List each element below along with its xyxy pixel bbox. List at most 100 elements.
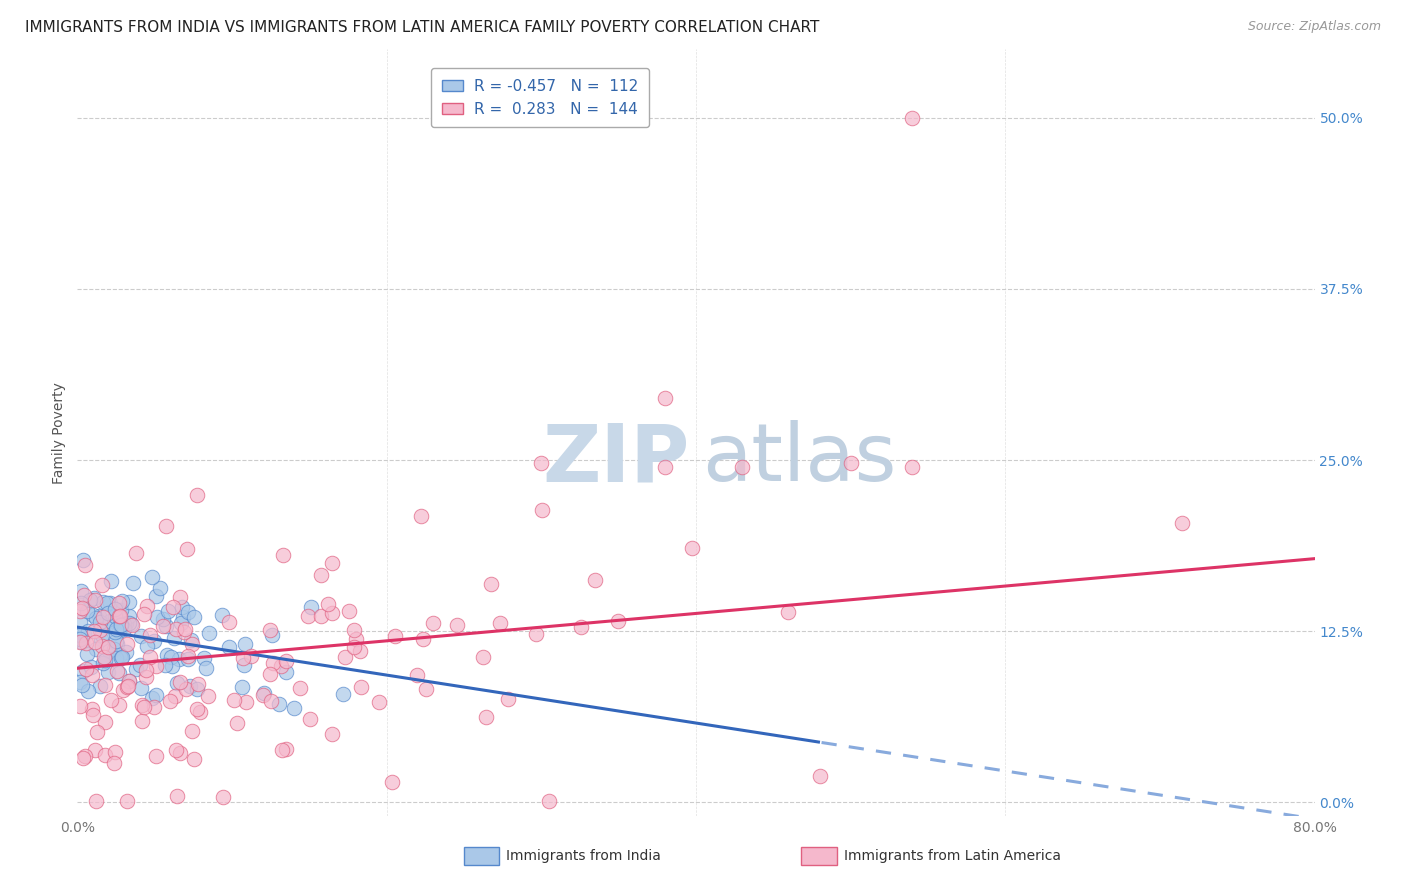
Point [479, 577, 502, 591]
Point [337, 604, 360, 618]
Point [194, 661, 217, 675]
Point [139, 628, 162, 642]
Point [121, 576, 143, 591]
Point [111, 593, 134, 607]
Point [104, 602, 127, 616]
Point [110, 603, 132, 617]
Point [731, 459, 754, 474]
Point [89, 615, 111, 630]
Point [406, 668, 429, 682]
Point [538, 794, 561, 808]
Point [174, 681, 197, 696]
Point [118, 595, 141, 609]
Point [91, 628, 114, 642]
Point [142, 699, 165, 714]
Point [125, 546, 148, 560]
Point [259, 667, 281, 681]
Point [87, 608, 110, 623]
Point [120, 617, 142, 632]
Point [233, 657, 256, 672]
Point [262, 657, 284, 671]
Point [93, 618, 115, 632]
Point [84, 610, 107, 624]
Point [121, 617, 143, 632]
Point [321, 556, 343, 570]
Point [72, 665, 94, 679]
Point [76, 604, 98, 618]
Point [149, 582, 172, 596]
Point [681, 541, 703, 556]
Point [654, 459, 676, 474]
Point [93, 650, 115, 665]
Point [367, 695, 389, 709]
Point [132, 700, 155, 714]
Point [475, 710, 498, 724]
Point [84, 642, 107, 657]
Point [159, 694, 181, 708]
Point [343, 640, 366, 655]
Point [145, 590, 167, 604]
Point [350, 681, 373, 695]
Point [93, 653, 115, 667]
Point [104, 634, 127, 648]
Point [83, 624, 105, 638]
Point [489, 616, 512, 631]
Text: Immigrants from Latin America: Immigrants from Latin America [844, 849, 1060, 863]
Point [69, 615, 91, 629]
Point [112, 616, 135, 631]
Point [173, 622, 195, 636]
Point [89, 623, 111, 637]
Point [73, 627, 96, 641]
Point [839, 456, 862, 470]
Point [169, 674, 191, 689]
Point [108, 609, 131, 624]
Point [97, 640, 120, 655]
Point [84, 593, 107, 607]
Point [283, 700, 305, 714]
Point [93, 610, 115, 624]
Point [103, 756, 125, 771]
Point [69, 698, 91, 713]
Point [128, 657, 150, 672]
Point [197, 689, 219, 703]
Point [152, 612, 174, 626]
Point [94, 678, 117, 692]
Point [530, 456, 553, 470]
Point [118, 616, 141, 631]
Point [141, 569, 163, 583]
Point [72, 678, 94, 692]
Point [155, 658, 177, 673]
Point [169, 746, 191, 760]
Point [269, 697, 291, 711]
Point [98, 614, 121, 628]
Point [177, 605, 200, 619]
Point [135, 663, 157, 677]
Point [186, 488, 208, 502]
Point [262, 628, 284, 642]
Point [108, 596, 131, 610]
Point [177, 648, 200, 663]
Point [70, 584, 93, 599]
Point [84, 634, 107, 648]
Point [181, 724, 204, 739]
Point [524, 626, 547, 640]
Point [117, 794, 139, 808]
Point [165, 743, 187, 757]
Point [104, 609, 127, 624]
Point [108, 609, 131, 624]
Point [70, 600, 93, 615]
Point [105, 651, 128, 665]
Point [118, 674, 141, 689]
Point [298, 712, 321, 726]
Point [143, 634, 166, 648]
Point [412, 632, 434, 646]
Point [145, 748, 167, 763]
Point [183, 610, 205, 624]
Point [197, 626, 219, 640]
Point [82, 702, 104, 716]
Point [384, 628, 406, 642]
Point [112, 622, 135, 636]
Point [321, 727, 343, 741]
Text: IMMIGRANTS FROM INDIA VS IMMIGRANTS FROM LATIN AMERICA FAMILY POVERTY CORRELATIO: IMMIGRANTS FROM INDIA VS IMMIGRANTS FROM… [25, 20, 820, 35]
Point [332, 687, 354, 701]
